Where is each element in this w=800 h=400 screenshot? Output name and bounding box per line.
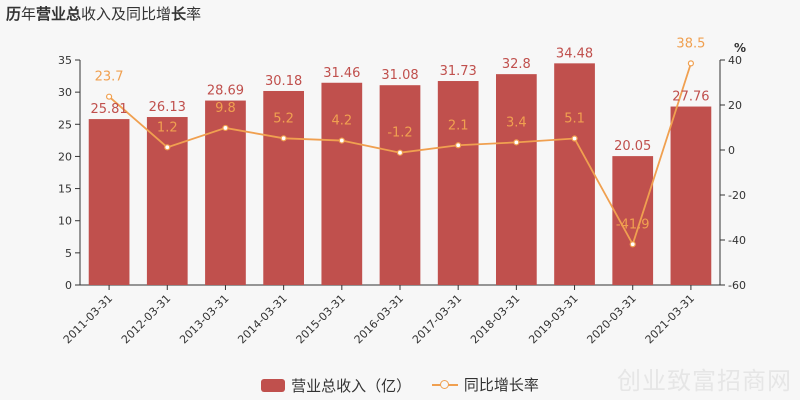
- x-tick-label: 2020-03-31: [584, 292, 638, 346]
- title-part: 营业总: [36, 5, 82, 23]
- y-right-tick-label: 20: [728, 99, 742, 112]
- growth-value-label: -1.2: [387, 126, 412, 141]
- x-tick-label: 2016-03-31: [352, 292, 406, 346]
- bar: [437, 81, 479, 286]
- y-left-tick-label: 20: [58, 150, 72, 163]
- data-labels: 25.81 26.13 28.69 30.18 31.46 31.08 31.73 32.8 3…: [90, 36, 709, 232]
- bar: [321, 82, 363, 285]
- x-tick-label: 2017-03-31: [410, 292, 464, 346]
- bar-value-label: 32.8: [502, 57, 531, 72]
- bar-value-label: 31.46: [323, 66, 360, 81]
- growth-value-label: -41.9: [616, 217, 650, 232]
- x-tick-label: 2021-03-31: [643, 292, 697, 346]
- x-tick-label: 2013-03-31: [177, 292, 231, 346]
- growth-value-label: 38.5: [676, 36, 705, 51]
- bar-value-label: 26.13: [149, 100, 186, 115]
- chart-title: 历年营业总收入及同比增长率: [6, 3, 201, 24]
- growth-value-label: 1.2: [157, 120, 178, 135]
- bar-value-label: 31.08: [381, 68, 418, 83]
- title-part: 收入及同比增: [81, 5, 172, 23]
- y-right-unit-label: %: [734, 41, 746, 55]
- growth-value-label: 5.1: [564, 112, 585, 127]
- growth-value-label: 5.2: [273, 111, 294, 126]
- growth-point: [222, 124, 229, 132]
- bar-value-label: 20.05: [614, 139, 651, 154]
- y-right-tick-label: 0: [728, 144, 735, 157]
- growth-point: [571, 135, 578, 142]
- growth-value-label: 2.1: [448, 118, 469, 133]
- line-series: [105, 60, 695, 248]
- growth-point: [105, 93, 113, 100]
- growth-value-label: 23.7: [95, 70, 124, 85]
- legend-item-revenue[interactable]: 营业总收入（亿）: [261, 375, 411, 396]
- growth-point: [338, 137, 345, 144]
- growth-point: [164, 144, 171, 151]
- x-tick-label: 2019-03-31: [526, 292, 580, 346]
- y-left-tick-label: 0: [65, 279, 72, 292]
- bar-value-label: 30.18: [265, 74, 302, 89]
- growth-point: [687, 60, 695, 67]
- y-left-tick-label: 35: [58, 54, 72, 67]
- growth-point: [455, 142, 462, 149]
- legend-label-revenue: 营业总收入（亿）: [291, 376, 412, 395]
- title-part: 历: [6, 5, 22, 23]
- bar-value-label: 31.73: [440, 64, 477, 79]
- bar-value-label: 25.81: [90, 102, 127, 117]
- x-tick-label: 2015-03-31: [294, 292, 348, 346]
- legend: 营业总收入（亿） 同比增长率: [0, 374, 800, 396]
- title-part: 率: [186, 5, 202, 23]
- title-part: 年: [21, 5, 37, 23]
- y-right-tick-label: -60: [728, 279, 746, 292]
- y-right-tick-label: -40: [728, 234, 746, 247]
- x-tick-label: 2018-03-31: [468, 292, 522, 346]
- y-left-tick-label: 25: [58, 118, 72, 131]
- bar: [88, 119, 130, 285]
- y-right-tick-label: 40: [728, 54, 742, 67]
- line-marker-icon: [431, 378, 458, 392]
- y-left-tick-label: 15: [58, 183, 72, 196]
- x-tick-label: 2012-03-31: [119, 292, 173, 346]
- growth-point: [629, 241, 636, 248]
- legend-label-growth: 同比增长率: [463, 376, 539, 394]
- bar: [263, 90, 304, 285]
- y-left-tick-label: 5: [65, 247, 72, 260]
- title-part: 长: [171, 5, 187, 23]
- bar: [496, 74, 537, 286]
- x-tick-label: 2014-03-31: [235, 292, 289, 346]
- bar-value-label: 27.76: [672, 90, 709, 105]
- y-left-tick-label: 30: [58, 86, 72, 99]
- bar-swatch-icon: [261, 378, 286, 392]
- y-left-tick-label: 10: [58, 215, 72, 228]
- bar: [379, 85, 421, 285]
- bar: [205, 100, 246, 285]
- growth-value-label: 9.8: [215, 101, 236, 116]
- bar: [670, 106, 712, 286]
- growth-value-label: 4.2: [331, 114, 352, 129]
- legend-item-growth[interactable]: 同比增长率: [431, 374, 539, 395]
- x-tick-label: 2011-03-31: [61, 292, 115, 346]
- growth-point: [513, 139, 520, 146]
- bar-value-label: 34.48: [556, 46, 593, 61]
- watermark: 创业致富招商网: [617, 367, 792, 395]
- bar: [554, 63, 595, 285]
- y-right-tick-label: -20: [728, 189, 746, 202]
- bar-series: [88, 63, 712, 286]
- bar-value-label: 28.69: [207, 84, 244, 99]
- growth-point: [280, 135, 287, 142]
- growth-value-label: 3.4: [506, 115, 527, 130]
- growth-point: [396, 149, 404, 156]
